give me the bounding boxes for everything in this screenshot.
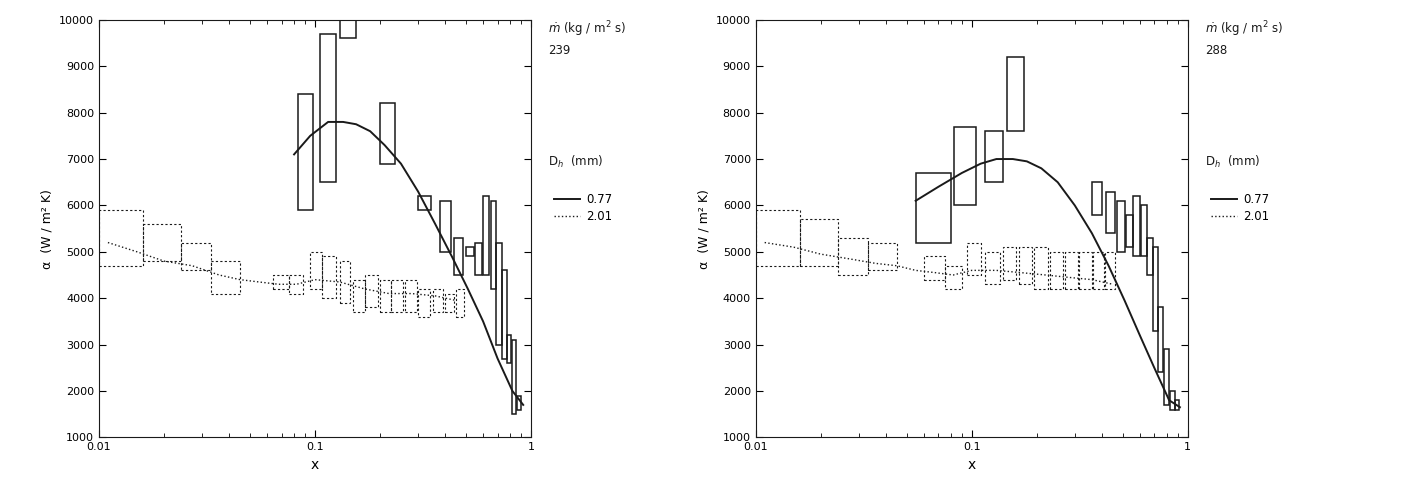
Bar xyxy=(512,340,516,414)
Bar xyxy=(392,280,403,312)
Bar xyxy=(339,261,349,303)
Bar xyxy=(1134,196,1140,256)
Bar xyxy=(945,266,962,289)
Text: D$_h$  (mm): D$_h$ (mm) xyxy=(1205,154,1260,169)
Bar xyxy=(454,238,464,275)
Bar xyxy=(181,243,211,270)
X-axis label: x: x xyxy=(311,458,320,472)
Bar xyxy=(1152,247,1158,331)
Bar xyxy=(1004,247,1015,280)
Bar xyxy=(99,210,143,266)
Legend: 0.77, 2.01: 0.77, 2.01 xyxy=(1210,193,1268,224)
Bar xyxy=(1093,252,1104,289)
Bar xyxy=(211,261,240,294)
Bar xyxy=(1092,182,1102,215)
Bar xyxy=(954,127,976,205)
Bar xyxy=(967,243,981,275)
Bar xyxy=(1141,205,1147,256)
Text: $\dot{m}$ (kg / m$^2$ s)
288: $\dot{m}$ (kg / m$^2$ s) 288 xyxy=(1205,20,1282,58)
Bar xyxy=(839,238,868,275)
Bar xyxy=(433,289,443,312)
Bar xyxy=(923,256,945,280)
Bar xyxy=(354,280,365,312)
Bar xyxy=(419,196,431,210)
Bar xyxy=(297,94,312,210)
Text: $\dot{m}$ (kg / m$^2$ s)
239: $\dot{m}$ (kg / m$^2$ s) 239 xyxy=(549,20,626,58)
Bar xyxy=(380,280,392,312)
Bar xyxy=(320,34,337,182)
Bar xyxy=(484,196,489,275)
Bar xyxy=(273,275,290,289)
Bar xyxy=(1158,308,1164,372)
Bar xyxy=(419,289,430,317)
Bar xyxy=(290,275,303,294)
Bar xyxy=(143,224,181,261)
Legend: 0.77, 2.01: 0.77, 2.01 xyxy=(554,193,612,224)
Bar xyxy=(1171,391,1175,410)
Bar xyxy=(984,131,1004,182)
Bar xyxy=(800,219,839,266)
Bar xyxy=(1165,349,1169,405)
Bar xyxy=(380,103,395,164)
Bar xyxy=(404,280,417,312)
Bar xyxy=(496,243,502,344)
Bar xyxy=(984,252,1000,284)
Bar xyxy=(491,201,496,289)
Bar xyxy=(1049,252,1063,289)
Bar xyxy=(916,173,950,243)
Bar xyxy=(1127,215,1134,247)
Bar xyxy=(1147,238,1152,275)
Bar xyxy=(1106,191,1114,233)
Bar xyxy=(310,252,322,289)
Bar xyxy=(1106,252,1114,289)
Bar xyxy=(1065,252,1077,289)
Bar xyxy=(755,210,800,266)
Bar xyxy=(502,270,506,358)
Bar xyxy=(1007,57,1024,131)
Y-axis label: α  (W / m² K): α (W / m² K) xyxy=(41,189,54,268)
Bar xyxy=(506,335,512,363)
Text: D$_h$  (mm): D$_h$ (mm) xyxy=(549,154,604,169)
X-axis label: x: x xyxy=(967,458,976,472)
Bar xyxy=(445,294,454,312)
Bar xyxy=(322,256,337,298)
Bar xyxy=(518,396,522,410)
Bar xyxy=(467,247,474,256)
Bar xyxy=(1079,252,1092,289)
Bar xyxy=(475,243,482,275)
Bar xyxy=(1018,247,1032,284)
Bar xyxy=(457,289,464,317)
Bar xyxy=(868,243,896,270)
Bar xyxy=(339,20,356,38)
Bar xyxy=(1117,201,1124,252)
Bar xyxy=(440,201,451,252)
Y-axis label: α  (W / m² K): α (W / m² K) xyxy=(697,189,710,268)
Bar xyxy=(365,275,378,308)
Bar xyxy=(1175,400,1179,410)
Bar xyxy=(1035,247,1048,289)
